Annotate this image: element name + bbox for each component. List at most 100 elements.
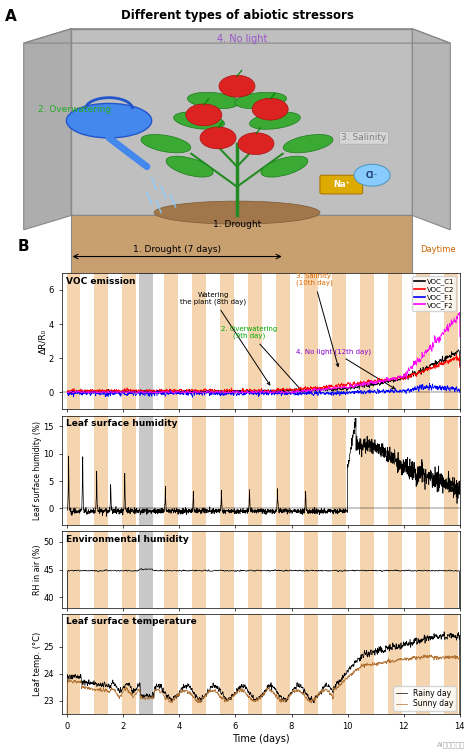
Bar [139,531,153,609]
Bar [276,615,290,714]
Circle shape [354,164,390,186]
Rainy day [374,648,379,657]
Line: Rainy day: Rainy day [67,632,460,714]
Bar [220,273,234,410]
Bar [444,615,458,714]
Text: Environmental humidity: Environmental humidity [65,534,188,544]
Bar [416,615,430,714]
Rainy day [245,686,251,696]
Ellipse shape [173,112,225,129]
Bar [388,273,402,410]
Ellipse shape [166,156,213,177]
Ellipse shape [154,201,320,224]
Sunny day [446,654,451,663]
Sunny day [84,683,90,692]
Rainy day [255,693,261,702]
Bar [164,615,178,714]
Bar [416,416,430,525]
Polygon shape [412,29,450,230]
Bar [304,615,318,714]
Bar [192,615,206,714]
Bar [332,273,346,410]
Text: 1. Drought (7 days): 1. Drought (7 days) [133,245,221,254]
Text: Watering
the plant (8th day): Watering the plant (8th day) [180,292,270,385]
Bar [388,416,402,525]
Ellipse shape [188,92,239,109]
Bar [122,531,136,609]
Bar [276,416,290,525]
Bar [67,615,80,714]
Bar [164,273,178,410]
Ellipse shape [283,135,333,153]
Text: 3. Salinity
(10th day): 3. Salinity (10th day) [296,273,339,367]
Circle shape [219,76,255,97]
Bar [71,29,412,215]
Text: B: B [18,239,29,254]
X-axis label: Time (days): Time (days) [232,734,290,744]
Bar [360,416,374,525]
Rainy day [84,681,90,690]
Sunny day [457,710,463,719]
Bar [444,416,458,525]
Text: Different types of abiotic stressors: Different types of abiotic stressors [120,8,354,22]
Bar [304,416,318,525]
Ellipse shape [66,104,152,138]
Y-axis label: RH in air (%): RH in air (%) [33,544,42,595]
Text: AI植物微生物: AI植物微生物 [437,742,465,748]
Bar [248,531,262,609]
Sunny day [255,694,261,703]
Bar [122,273,136,410]
Text: 2. Overwatering
(9th day): 2. Overwatering (9th day) [221,326,303,392]
Bar [220,531,234,609]
Bar [360,531,374,609]
Bar [192,273,206,410]
Text: 4. No light (12th day): 4. No light (12th day) [296,349,395,389]
Rainy day [64,710,70,719]
Text: VOC emission: VOC emission [65,277,135,286]
Text: Leaf surface humidity: Leaf surface humidity [65,419,177,428]
Bar [139,416,153,525]
Polygon shape [71,215,412,279]
Bar [416,273,430,410]
Bar [220,416,234,525]
Bar [332,416,346,525]
Text: Daytime: Daytime [420,245,456,254]
Bar [192,531,206,609]
Text: A: A [5,8,17,23]
Polygon shape [24,29,71,230]
Circle shape [200,127,236,149]
Bar [276,531,290,609]
Sunny day [446,652,451,662]
Bar [139,615,153,714]
Ellipse shape [261,156,308,177]
Bar [444,531,458,609]
Text: Leaf surface temperature: Leaf surface temperature [65,618,196,626]
Bar [67,416,80,525]
Bar [444,273,458,410]
Sunny day [422,650,428,659]
Legend: Rainy day, Sunny day: Rainy day, Sunny day [393,686,456,711]
Bar [276,273,290,410]
Bar [360,273,374,410]
Bar [67,531,80,609]
Text: 1. Drought: 1. Drought [213,220,261,229]
Bar [388,531,402,609]
Legend: VOC_C1, VOC_C2, VOC_F1, VOC_F2: VOC_C1, VOC_C2, VOC_F1, VOC_F2 [412,277,456,311]
Rainy day [441,627,447,637]
Bar [67,273,80,410]
Bar [139,273,153,410]
Circle shape [252,98,288,120]
Bar [332,531,346,609]
Text: 2. Overwatering: 2. Overwatering [38,104,111,113]
Bar [248,615,262,714]
Y-axis label: ΔR/R₀: ΔR/R₀ [38,329,47,354]
Bar [192,416,206,525]
Sunny day [245,691,251,700]
Bar [360,615,374,714]
Text: 3. Salinity: 3. Salinity [341,133,387,142]
Bar [248,416,262,525]
Bar [220,615,234,714]
Rainy day [446,631,451,640]
Bar [164,531,178,609]
Bar [94,615,108,714]
